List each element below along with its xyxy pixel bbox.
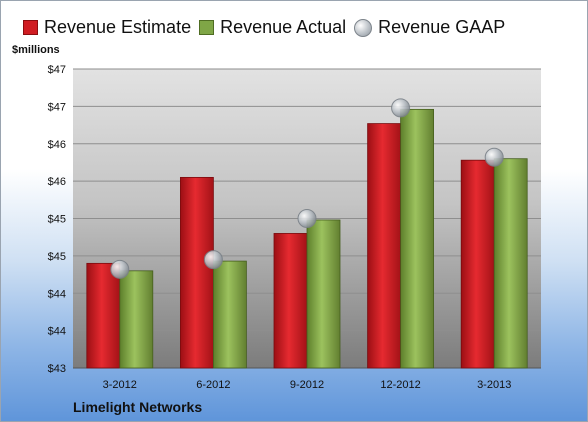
x-axis-ticks: 3-2012 6-2012 9-2012 12-2012 3-2013 (103, 379, 512, 391)
legend-label-estimate: Revenue Estimate (44, 17, 192, 37)
y-tick-label: $44 (48, 288, 66, 300)
legend-item-actual: Revenue Actual (199, 17, 346, 38)
legend-item-estimate: Revenue Estimate (23, 17, 191, 38)
bar-revenue-estimate (179, 176, 214, 369)
y-tick-label: $47 (48, 101, 66, 113)
bar-revenue-actual (400, 108, 435, 369)
bar-revenue-estimate (86, 262, 121, 369)
legend-label-gaap: Revenue GAAP (378, 17, 506, 37)
point-revenue-gaap (203, 250, 223, 270)
y-tick-label: $45 (48, 251, 66, 263)
company-name: Limelight Networks (73, 399, 203, 415)
bar-revenue-estimate (367, 123, 402, 369)
gaap-markers (110, 98, 504, 279)
y-tick-label: $44 (48, 326, 66, 338)
y-tick-label: $46 (48, 176, 66, 188)
bar-revenue-actual (493, 158, 528, 369)
bar-revenue-actual (212, 260, 247, 369)
x-tick-label: 3-2013 (477, 379, 511, 391)
legend-swatch-actual (199, 20, 215, 35)
y-axis-unit-label: $millions (12, 44, 60, 56)
chart-legend: Revenue Estimate Revenue Actual Revenue … (23, 17, 513, 38)
x-tick-label: 6-2012 (196, 379, 230, 391)
legend-item-gaap: Revenue GAAP (354, 17, 505, 38)
legend-swatch-gaap (354, 18, 373, 37)
y-tick-label: $45 (48, 214, 66, 226)
y-tick-label: $47 (48, 64, 66, 76)
legend-swatch-estimate (23, 20, 38, 35)
point-revenue-gaap (110, 259, 130, 279)
y-axis-ticks: $43 $44 $44 $45 $45 $46 $46 $47 $47 (48, 64, 66, 375)
x-tick-label: 3-2012 (103, 379, 137, 391)
point-revenue-gaap (484, 147, 504, 167)
point-revenue-gaap (391, 98, 411, 118)
x-tick-label: 12-2012 (380, 379, 420, 391)
bar-revenue-estimate (460, 159, 495, 369)
bar-revenue-actual (306, 219, 341, 369)
x-tick-label: 9-2012 (290, 379, 324, 391)
legend-label-actual: Revenue Actual (220, 17, 347, 37)
bars (86, 108, 528, 369)
y-tick-label: $43 (48, 363, 66, 375)
bar-revenue-actual (119, 270, 154, 369)
y-tick-label: $46 (48, 139, 66, 151)
bar-revenue-estimate (273, 233, 308, 369)
point-revenue-gaap (297, 209, 317, 228)
